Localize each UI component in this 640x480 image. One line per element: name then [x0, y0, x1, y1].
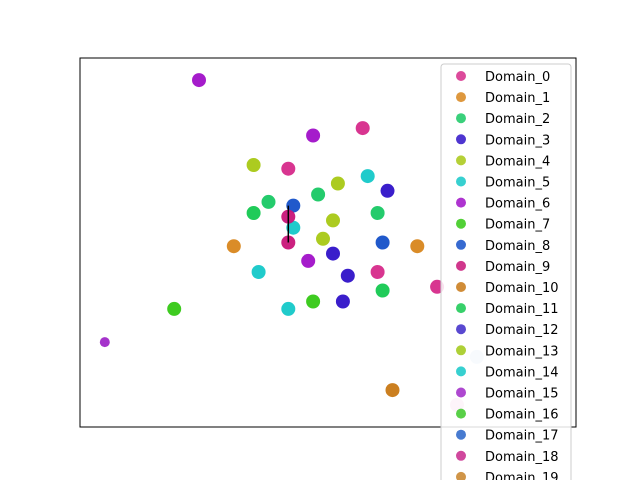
- scatter-point: [410, 239, 425, 254]
- scatter-point: [330, 176, 345, 191]
- legend-label: Domain_13: [485, 344, 559, 359]
- scatter-point: [380, 183, 395, 198]
- legend-marker: [456, 303, 466, 314]
- scatter-point: [301, 253, 316, 268]
- legend-marker: [456, 408, 466, 419]
- legend-marker: [456, 366, 466, 377]
- scatter-point: [246, 158, 261, 172]
- scatter-point: [311, 187, 326, 202]
- scatter-point: [167, 301, 182, 316]
- scatter-point: [306, 128, 321, 143]
- legend: Domain_0 Domain_1 Domain_2 Domain_3 Domain_4…: [440, 63, 572, 480]
- legend-marker: [456, 92, 466, 103]
- scatter-point: [375, 235, 390, 250]
- scatter-point: [286, 220, 301, 235]
- scatter-point: [385, 383, 400, 398]
- legend-marker: [456, 260, 466, 271]
- legend-marker: [456, 134, 466, 145]
- scatter-point: [360, 169, 375, 184]
- scatter-point: [286, 198, 301, 213]
- legend-label: Domain_5: [485, 176, 550, 191]
- scatter-point: [281, 161, 296, 176]
- scatter-point: [226, 239, 241, 254]
- legend-label: Domain_12: [485, 323, 559, 338]
- legend-marker: [456, 176, 466, 187]
- legend-marker: [456, 324, 466, 335]
- legend-marker: [456, 387, 466, 398]
- legend-label: Domain_1: [485, 91, 550, 106]
- scatter-point: [192, 73, 206, 88]
- legend-label: Domain_2: [485, 112, 550, 127]
- legend-label: Domain_3: [485, 133, 550, 148]
- scatter-point: [335, 294, 350, 309]
- scatter-point: [316, 231, 330, 246]
- legend-marker: [456, 197, 466, 208]
- legend-label: Domain_10: [485, 281, 559, 296]
- scatter-point: [375, 283, 390, 298]
- legend-marker: [456, 155, 466, 166]
- legend-label: Domain_7: [485, 218, 550, 233]
- legend-marker: [456, 471, 466, 480]
- legend-marker: [456, 239, 466, 250]
- legend-marker: [456, 429, 466, 440]
- legend-label: Domain_14: [485, 365, 559, 380]
- scatter-point: [99, 337, 110, 348]
- legend-label: Domain_11: [485, 302, 559, 317]
- legend-label: Domain_19: [485, 471, 559, 480]
- legend-label: Domain_4: [485, 154, 550, 169]
- legend-marker: [456, 345, 466, 356]
- scatter-point: [326, 246, 340, 261]
- scatter-point: [281, 301, 296, 316]
- legend-label: Domain_17: [485, 429, 559, 444]
- legend-label: Domain_6: [485, 197, 550, 212]
- legend-box: [440, 63, 572, 480]
- legend-marker: [456, 218, 466, 229]
- legend-marker: [456, 282, 466, 292]
- scatter-point: [306, 294, 321, 309]
- legend-marker: [456, 113, 466, 124]
- scatter-point: [326, 213, 340, 228]
- scatter-point: [246, 206, 261, 220]
- scatter-point: [261, 194, 276, 209]
- legend-label: Domain_16: [485, 408, 559, 423]
- legend-label: Domain_15: [485, 387, 559, 402]
- legend-marker: [456, 450, 466, 461]
- scatter-point: [370, 206, 385, 220]
- scatter-point: [370, 265, 385, 279]
- legend-label: Domain_8: [485, 239, 550, 254]
- legend-label: Domain_9: [485, 260, 550, 275]
- legend-label: Domain_18: [485, 450, 559, 465]
- scatter-point: [340, 268, 355, 283]
- scatter-point: [355, 121, 370, 136]
- scatter-point: [251, 265, 266, 279]
- legend-marker: [456, 71, 466, 81]
- legend-label: Domain_0: [485, 70, 550, 85]
